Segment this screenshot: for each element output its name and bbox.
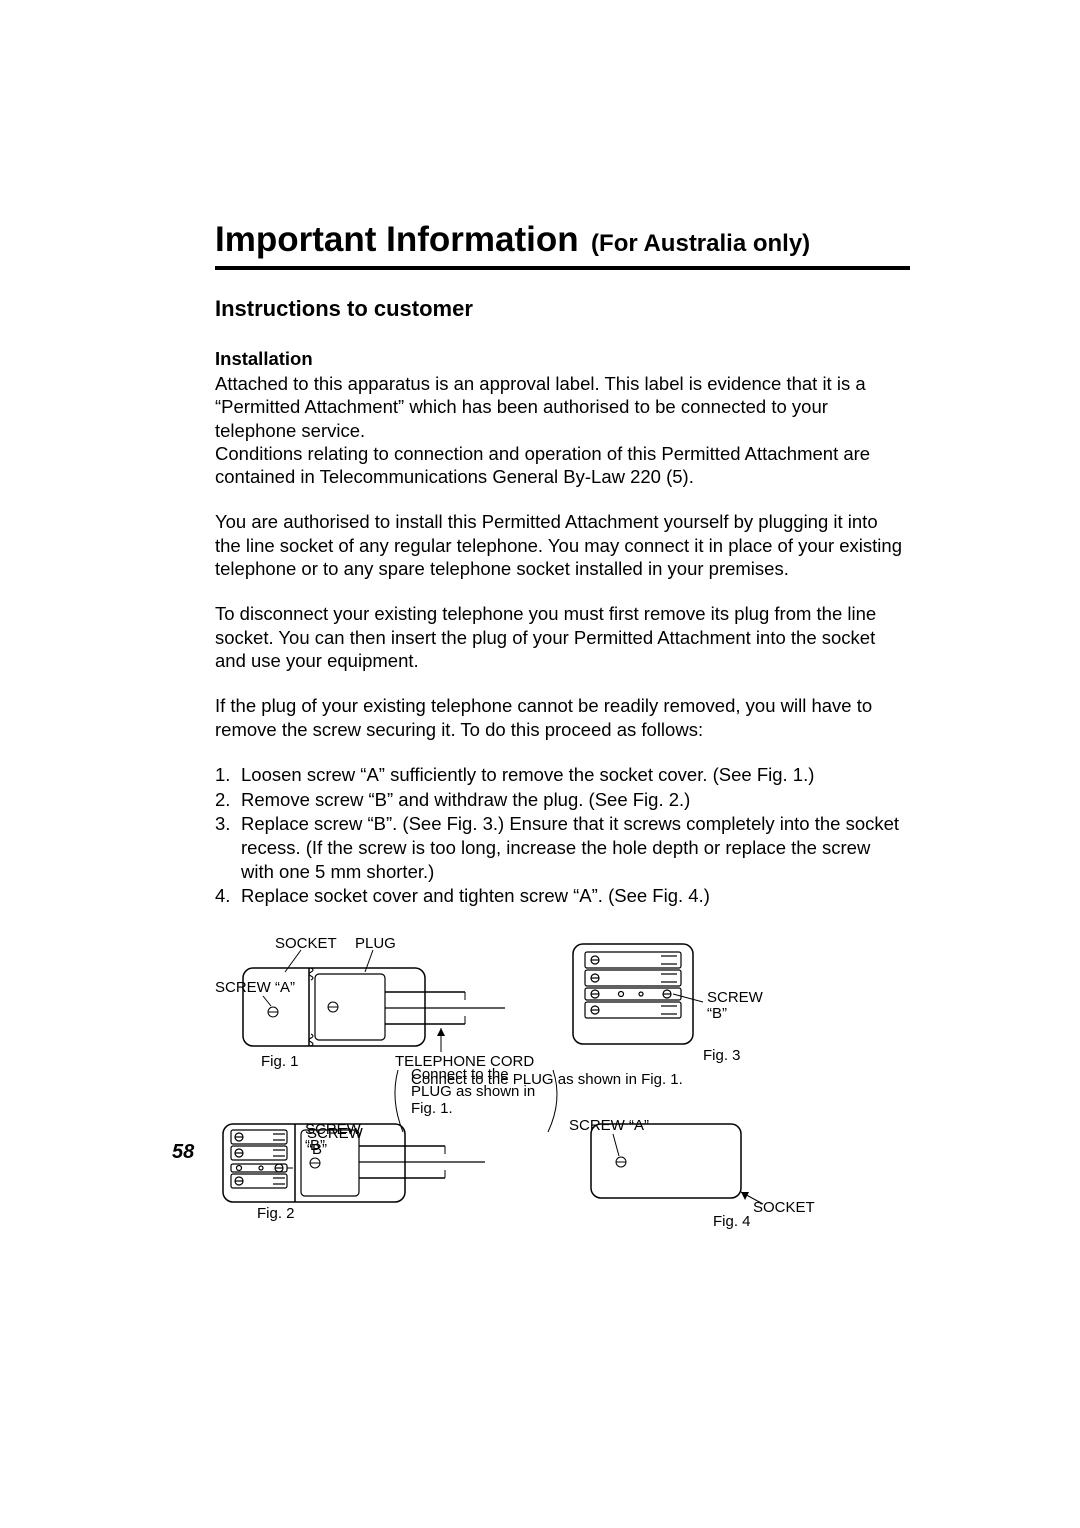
fig3-label-screw-b2: “B” <box>707 1005 727 1022</box>
list-item: 1. Loosen screw “A” sufficiently to remo… <box>215 763 905 787</box>
list-number: 3. <box>215 812 241 883</box>
list-number: 1. <box>215 763 241 787</box>
list-item: 2. Remove screw “B” and withdraw the plu… <box>215 788 905 812</box>
paragraph-text: Conditions relating to connection and op… <box>215 443 870 487</box>
paragraph: You are authorised to install this Permi… <box>215 510 905 580</box>
fig-connect-multiline: Connect to the PLUG as shown in Fig. 1. <box>411 1066 541 1118</box>
list-text: Remove screw “B” and withdraw the plug. … <box>241 788 905 812</box>
list-item: 3. Replace screw “B”. (See Fig. 3.) Ensu… <box>215 812 905 883</box>
fig4-label-socket: SOCKET <box>753 1199 815 1216</box>
fig2-caption: Fig. 2 <box>257 1205 295 1222</box>
fig4-label-screw-a: SCREW “A” <box>569 1117 649 1134</box>
fig-connect-text: Connect to the PLUG as shown in Fig. 1. <box>411 1066 535 1118</box>
fig1-label-screw-a: SCREW “A” <box>215 979 295 996</box>
subsection-heading: Installation <box>215 348 910 370</box>
page-title-row: Important Information (For Australia onl… <box>215 220 910 270</box>
fig2-screw-b-label: SCREW “B” <box>305 1122 361 1154</box>
list-text: Loosen screw “A” sufficiently to remove … <box>241 763 905 787</box>
fig1-caption: Fig. 1 <box>261 1053 299 1070</box>
figure-2: SCREW “B” Fig. 2 <box>215 1116 525 1236</box>
list-number: 2. <box>215 788 241 812</box>
paragraph: Attached to this apparatus is an approva… <box>215 372 905 488</box>
page-number: 58 <box>172 1141 194 1164</box>
figure-4: SCREW “A” SOCKET Fig. 4 <box>563 1112 823 1232</box>
page-subtitle: (For Australia only) <box>591 230 810 257</box>
figures-panel: SOCKET PLUG SCREW “A” <box>215 934 905 1234</box>
list-number: 4. <box>215 884 241 908</box>
fig3-caption: Fig. 3 <box>703 1047 741 1064</box>
list-item: 4. Replace socket cover and tighten scre… <box>215 884 905 908</box>
fig4-caption: Fig. 4 <box>713 1213 751 1230</box>
page-title: Important Information <box>215 220 579 259</box>
fig1-label-plug: PLUG <box>355 935 396 952</box>
paragraph-text: Attached to this apparatus is an approva… <box>215 373 866 441</box>
list-text: Replace socket cover and tighten screw “… <box>241 884 905 908</box>
list-text: Replace screw “B”. (See Fig. 3.) Ensure … <box>241 812 905 883</box>
fig2-screw-b-l2: “B” <box>305 1137 325 1154</box>
figure-3: SCREW “B” Fig. 3 <box>563 934 793 1074</box>
paragraph: To disconnect your existing telephone yo… <box>215 602 905 672</box>
fig3-label-screw-b: SCREW <box>707 989 764 1006</box>
fig1-label-socket: SOCKET <box>275 935 337 952</box>
paragraph: If the plug of your existing telephone c… <box>215 694 905 741</box>
document-page: Important Information (For Australia onl… <box>0 0 1080 1528</box>
section-heading: Instructions to customer <box>215 296 910 322</box>
instruction-list: 1. Loosen screw “A” sufficiently to remo… <box>215 763 905 908</box>
fig2-screw-b-l1: SCREW <box>305 1121 361 1138</box>
